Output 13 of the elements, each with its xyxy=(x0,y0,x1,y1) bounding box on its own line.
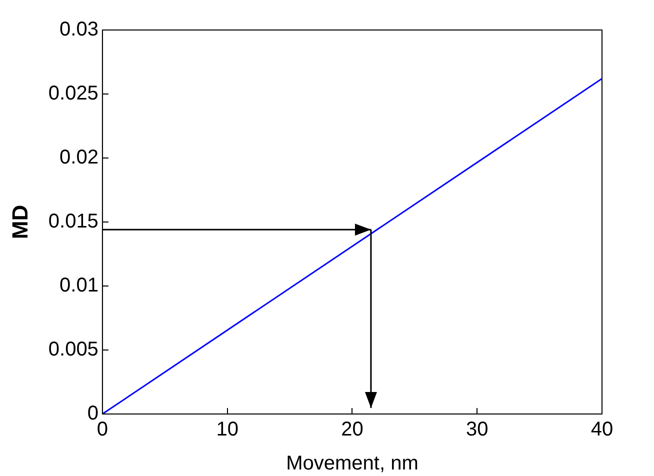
y-tick-label: 0.02 xyxy=(60,146,98,169)
x-tick-label: 10 xyxy=(216,418,238,441)
x-tick-label: 20 xyxy=(341,418,364,441)
y-tick-label: 0.01 xyxy=(60,274,98,297)
y-tick-label: 0.005 xyxy=(48,338,98,361)
y-tick-label: 0.025 xyxy=(48,82,98,105)
y-tick-label: 0.03 xyxy=(60,18,98,41)
y-tick-label: 0 xyxy=(87,402,98,425)
y-axis-title: MD xyxy=(7,204,32,240)
x-tick-label: 30 xyxy=(466,418,488,441)
y-tick-label: 0.015 xyxy=(48,210,98,233)
x-axis-title: Movement, nm xyxy=(286,452,418,475)
x-tick-label: 40 xyxy=(590,418,614,441)
